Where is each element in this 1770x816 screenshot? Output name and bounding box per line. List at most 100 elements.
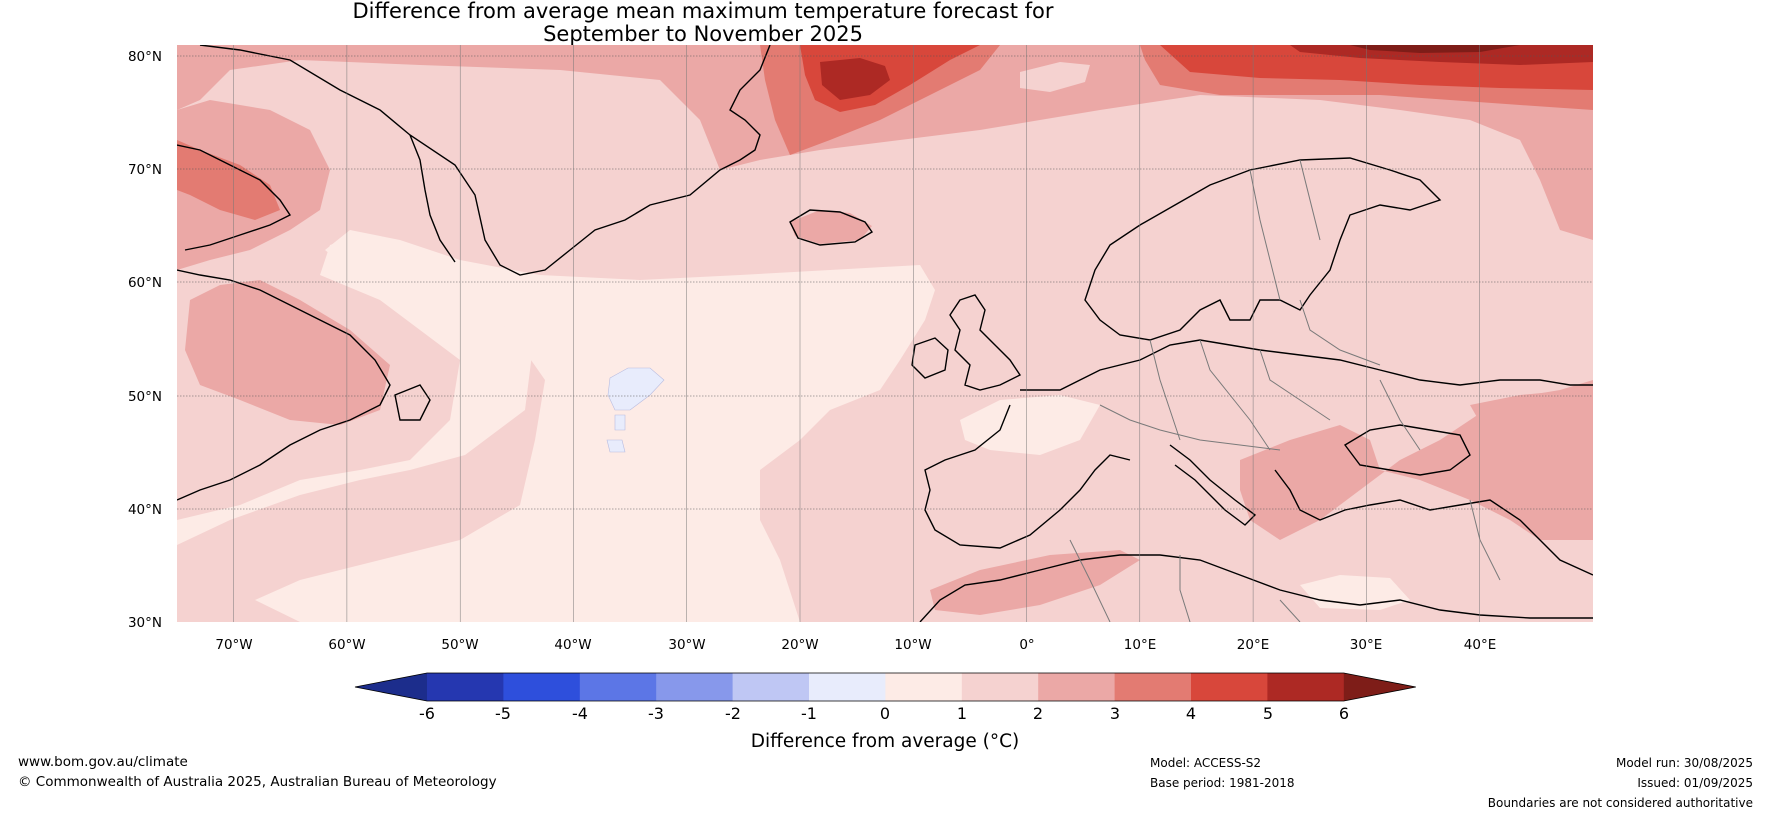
title-line-2: September to November 2025 bbox=[543, 22, 863, 46]
border-7 bbox=[1299, 159, 1321, 241]
lat-label-50: 50°N bbox=[128, 389, 162, 405]
cb-tick-3: 3 bbox=[1110, 704, 1120, 723]
colorbar-segment bbox=[1191, 673, 1268, 701]
footer-issued: Issued: 01/09/2025 bbox=[1637, 776, 1753, 790]
graticule bbox=[177, 55, 1593, 510]
lat-label-80: 80°N bbox=[128, 49, 162, 65]
title-line-1: Difference from average mean maximum tem… bbox=[352, 0, 1054, 23]
cb-tick-neg1: -1 bbox=[801, 704, 817, 723]
border-12 bbox=[1279, 599, 1301, 622]
lon-label-20e: 20°E bbox=[1237, 637, 1269, 653]
coast-canada bbox=[177, 269, 391, 501]
longitude-labels: 70°W 60°W 50°W 40°W 30°W 20°W 10°W 0° 10… bbox=[215, 637, 1496, 653]
lon-label-40e: 40°E bbox=[1464, 637, 1496, 653]
lon-label-70w: 70°W bbox=[215, 637, 252, 653]
colorbar-segment bbox=[503, 673, 581, 701]
footer-disclaimer: Boundaries are not considered authoritat… bbox=[1487, 796, 1753, 810]
lon-label-20w: 20°W bbox=[781, 637, 818, 653]
anomaly-zone-5-6-barents bbox=[1290, 45, 1593, 65]
border-3 bbox=[1259, 349, 1331, 421]
colorbar-segment bbox=[1267, 673, 1345, 701]
anomaly-zone-2-3-labrador bbox=[185, 280, 390, 425]
lon-label-50w: 50°W bbox=[441, 637, 478, 653]
lon-label-0: 0° bbox=[1019, 637, 1034, 653]
colorbar-outline bbox=[354, 672, 1416, 702]
borders bbox=[1069, 159, 1501, 622]
border-11 bbox=[1469, 499, 1501, 581]
colorbar-segment bbox=[656, 673, 734, 701]
colorbar-segment bbox=[579, 673, 657, 701]
lon-label-60w: 60°W bbox=[328, 637, 365, 653]
anomaly-zone-0-1-france bbox=[960, 395, 1100, 455]
anomaly-zone-1-2-norwegian-sea bbox=[1020, 62, 1090, 92]
anomaly-zone-0-1-central bbox=[255, 230, 935, 622]
lon-label-10e: 10°E bbox=[1124, 637, 1156, 653]
lon-label-30e: 30°E bbox=[1350, 637, 1382, 653]
border-6 bbox=[1249, 169, 1281, 301]
footer-model-run: Model run: 30/08/2025 bbox=[1615, 756, 1753, 770]
border-10 bbox=[1379, 379, 1421, 451]
anomaly-zone-3-4-baffin bbox=[177, 140, 280, 220]
colorbar-segment bbox=[732, 673, 810, 701]
colorbar-extend-high bbox=[1343, 673, 1416, 701]
lat-label-60: 60°N bbox=[128, 275, 162, 291]
cb-tick-1: 1 bbox=[957, 704, 967, 723]
cb-tick-5: 5 bbox=[1263, 704, 1273, 723]
coast-iceland bbox=[789, 209, 874, 246]
anomaly-zone-0-1-atlantic bbox=[177, 235, 535, 545]
border-9 bbox=[1179, 555, 1191, 622]
anomaly-zone-5-6-greenland bbox=[820, 58, 890, 100]
anomaly-zone-2-3-caspian bbox=[1470, 390, 1593, 480]
coast-uk bbox=[949, 294, 1022, 391]
coast-ireland bbox=[911, 337, 949, 379]
coast-greece-turkey bbox=[1274, 469, 1593, 576]
colorbar-label: Difference from average (°C) bbox=[751, 731, 1019, 752]
coast-greenland bbox=[199, 45, 771, 276]
border-2 bbox=[1199, 339, 1271, 451]
footer-model: Model: ACCESS-S2 bbox=[1150, 756, 1262, 770]
cb-tick-neg3: -3 bbox=[648, 704, 664, 723]
coastlines bbox=[177, 45, 1593, 622]
coast-greenland-west bbox=[409, 134, 456, 263]
chart-title: Difference from average mean maximum tem… bbox=[0, 0, 1406, 46]
cb-tick-6: 6 bbox=[1339, 704, 1349, 723]
footer-url[interactable]: www.bom.gov.au/climate bbox=[18, 754, 188, 770]
cb-tick-4: 4 bbox=[1186, 704, 1196, 723]
coast-scandinavia bbox=[1084, 157, 1442, 341]
coast-iberia bbox=[924, 404, 1131, 549]
coast-black-sea bbox=[1343, 424, 1471, 476]
coast-baffin bbox=[177, 144, 292, 251]
anomaly-zone-2-3-iceland bbox=[790, 210, 872, 244]
meridians bbox=[233, 45, 1480, 622]
lon-label-40w: 40°W bbox=[554, 637, 591, 653]
colorbar bbox=[354, 672, 1416, 702]
lat-label-70: 70°N bbox=[128, 162, 162, 178]
latitude-labels: 80°N 70°N 60°N 50°N 40°N 30°N bbox=[128, 49, 162, 631]
colorbar-segment bbox=[809, 673, 886, 701]
cb-tick-2: 2 bbox=[1033, 704, 1043, 723]
anomaly-field bbox=[177, 45, 1593, 622]
colorbar-segment bbox=[1038, 673, 1116, 701]
colorbar-extend-low bbox=[355, 673, 427, 701]
border-1 bbox=[1149, 339, 1181, 441]
colorbar-segment bbox=[427, 673, 504, 701]
footer-copyright: © Commonwealth of Australia 2025, Austra… bbox=[18, 774, 497, 790]
border-8 bbox=[1069, 539, 1111, 622]
coast-newfoundland bbox=[394, 384, 431, 421]
colorbar-segment bbox=[885, 673, 963, 701]
coast-north-africa bbox=[919, 554, 1593, 622]
anomaly-zone-2-3-sahara bbox=[930, 550, 1140, 615]
colorbar-ticks: -6 -5 -4 -3 -2 -1 0 1 2 3 4 5 6 bbox=[419, 704, 1349, 723]
lat-label-40: 40°N bbox=[128, 502, 162, 518]
lat-label-30: 30°N bbox=[128, 615, 162, 631]
cb-tick-neg6: -6 bbox=[419, 704, 435, 723]
lon-label-30w: 30°W bbox=[668, 637, 705, 653]
border-5 bbox=[1299, 299, 1381, 366]
colorbar-segment bbox=[961, 673, 1039, 701]
coast-europe-west bbox=[1020, 339, 1593, 391]
coast-italy bbox=[1169, 444, 1257, 526]
lon-label-10w: 10°W bbox=[894, 637, 931, 653]
border-4 bbox=[1099, 404, 1281, 451]
colorbar-segment bbox=[1114, 673, 1192, 701]
